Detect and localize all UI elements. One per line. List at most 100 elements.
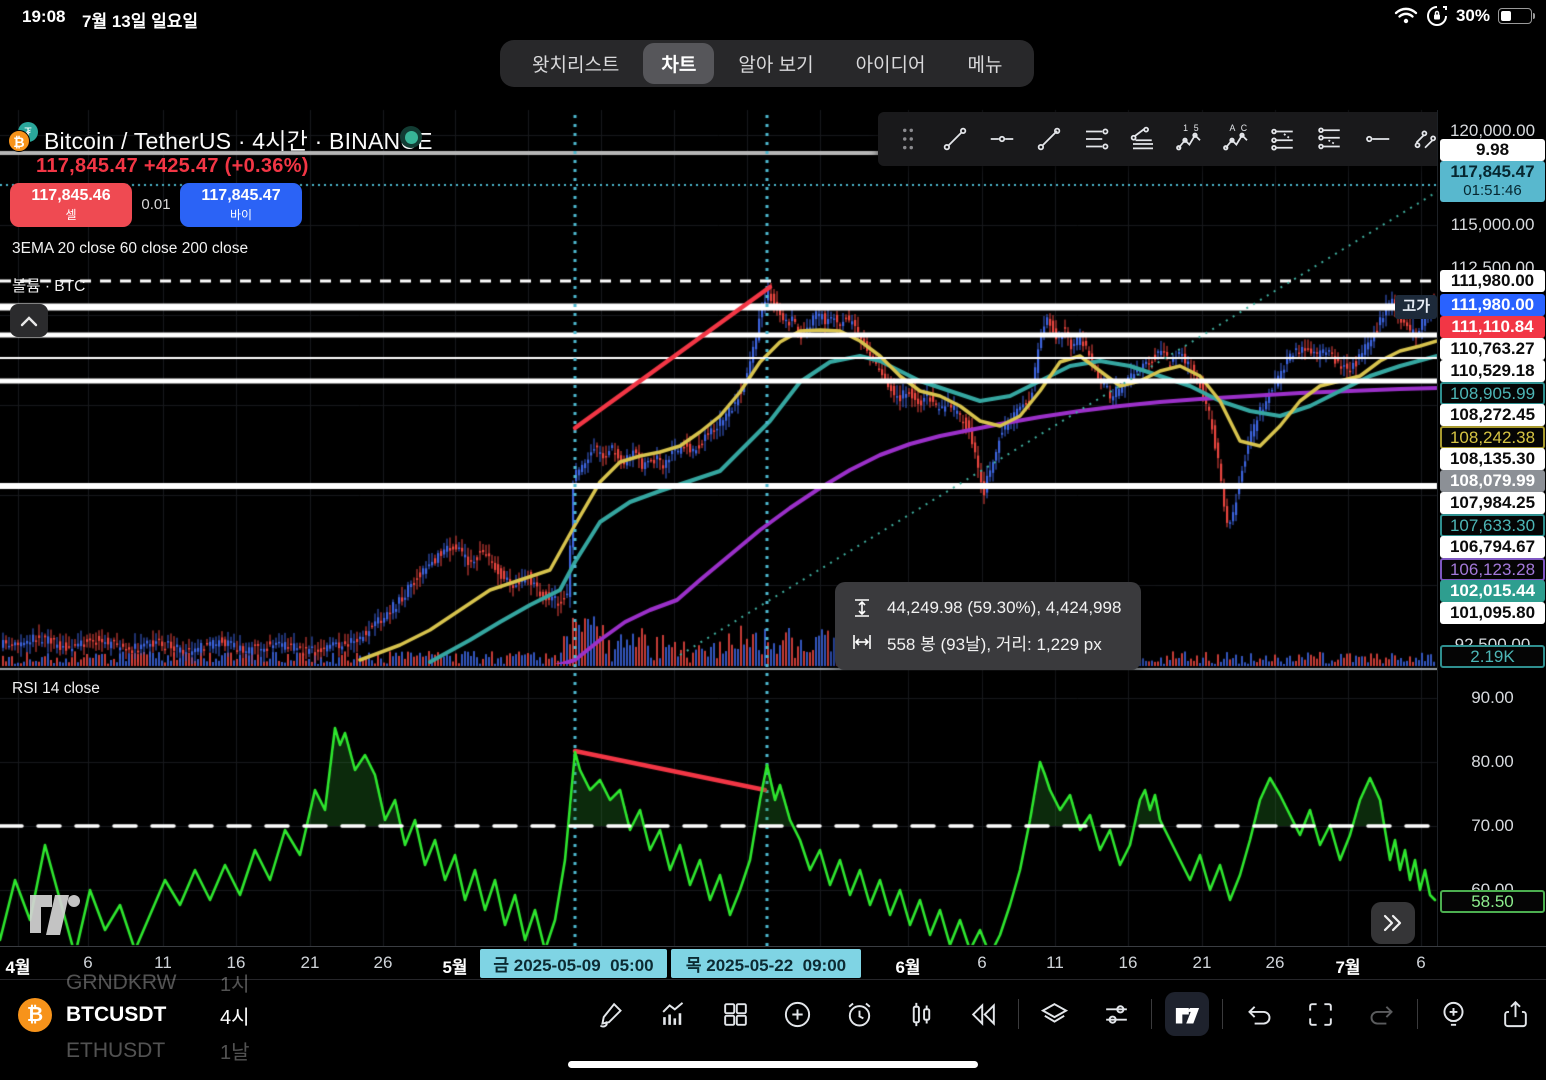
toolbar-divider — [1417, 999, 1418, 1029]
add-icon[interactable] — [766, 992, 828, 1036]
trend-line-icon[interactable] — [931, 116, 978, 162]
undo-icon[interactable] — [1227, 992, 1289, 1036]
measure-date-badge: 금 2025-05-09 05:00 — [480, 949, 667, 978]
time-tick: 6 — [1416, 953, 1426, 972]
buy-button[interactable]: 117,845.47 바이 — [180, 183, 302, 227]
axis-price-badge: 110,529.18 — [1440, 360, 1545, 382]
toolbar-divider — [1222, 999, 1223, 1029]
horizontal-line-icon[interactable] — [978, 116, 1025, 162]
objects-icon[interactable] — [1023, 992, 1085, 1036]
time-tick: 21 — [300, 953, 320, 972]
measure-price-range: 44,249.98 (59.30%), 4,424,998 — [887, 598, 1122, 618]
elliott-correction-wave-icon[interactable] — [1213, 116, 1260, 162]
nav-tab-4[interactable]: 아이디어 — [855, 55, 926, 76]
measure-date-badge: 목 2025-05-22 09:00 — [671, 949, 861, 978]
volume-indicator-label[interactable]: 볼륨 · BTC — [12, 278, 86, 295]
current-symbol: BTCUSDT — [66, 1003, 167, 1026]
bitcoin-icon: ₿ — [8, 130, 30, 152]
idea-icon[interactable] — [1422, 992, 1484, 1036]
axis-tick: 80.00 — [1471, 752, 1514, 771]
status-bar: 19:08 7월 13일 일요일 30% — [0, 0, 1546, 32]
time-tick: 11 — [154, 953, 172, 972]
drawing-toolbar — [878, 112, 1506, 166]
symbol-title[interactable]: Bitcoin / TetherUS · 4시간 · BINANCE — [44, 128, 433, 154]
axis-price-badge: 111,980.00 고가 — [1395, 294, 1545, 319]
disjoint-channel-icon[interactable] — [1307, 116, 1354, 162]
collapse-panel-button[interactable] — [10, 304, 48, 337]
wifi-icon — [1394, 7, 1418, 24]
alert-icon[interactable] — [828, 992, 890, 1036]
fullscreen-icon[interactable] — [1289, 992, 1351, 1036]
tradingview-logo[interactable] — [1156, 992, 1218, 1036]
price-axis[interactable]: 120,000.00 9.98 117,845.47 01:51:46 115,000.… — [1395, 110, 1546, 946]
go-to-realtime-button[interactable] — [1371, 902, 1415, 944]
bar-type-icon[interactable] — [890, 992, 952, 1036]
axis-price-badge: 110,763.27 — [1440, 338, 1545, 360]
axis-price-badge: 117,845.47 01:51:46 — [1440, 161, 1545, 202]
redo-icon[interactable] — [1351, 992, 1413, 1036]
time-tick: 16 — [226, 953, 246, 972]
fib-channel-icon[interactable] — [1119, 116, 1166, 162]
settings-icon[interactable] — [1085, 992, 1147, 1036]
nav-tab-1[interactable]: 왓치리스트 — [532, 55, 620, 76]
axis-price-badge: 107,633.30 — [1440, 514, 1545, 537]
symbol-picker-above[interactable]: GRNDKRW 1시 — [66, 970, 250, 997]
symbol-picker-below[interactable]: ETHUSDT 1날 — [66, 1038, 250, 1065]
axis-price-badge: 101,095.80 — [1440, 602, 1545, 624]
axis-price-badge: 102,015.44 — [1440, 580, 1545, 602]
time-tick: 26 — [1265, 953, 1285, 972]
battery-icon — [1498, 8, 1535, 24]
axis-price-badge: 107,984.25 — [1440, 492, 1545, 514]
vertical-measure-icon — [855, 599, 869, 618]
time-axis[interactable]: 4월 6 11 16 21 26 5월 6월 6 11 16 21 26 7월 6 금 2025-05-09 … — [0, 946, 1546, 980]
symbol-picker-current[interactable]: ₿ BTCUSDT 4시 — [18, 998, 250, 1032]
replay-icon[interactable] — [952, 992, 1014, 1036]
time-tick: 6 — [977, 953, 987, 972]
horizontal-ray-icon[interactable] — [1354, 116, 1401, 162]
time-tick: 21 — [1192, 953, 1212, 972]
indicators-icon[interactable] — [642, 992, 704, 1036]
axis-tick: 90.00 — [1471, 688, 1514, 707]
price-change-readout: 117,845.47 +425.47 (+0.36%) — [36, 155, 309, 177]
horizontal-measure-icon — [853, 635, 871, 650]
toolbar-drag-handle-icon[interactable] — [884, 116, 931, 162]
high-price-chip: 고가 — [1395, 295, 1437, 319]
time-tick: 7월 — [1335, 958, 1361, 977]
elliott-impulse-wave-icon[interactable] — [1166, 116, 1213, 162]
spread-value: 0.01 — [141, 196, 171, 213]
battery-percent: 30% — [1455, 6, 1490, 25]
time-tick: 4월 — [5, 958, 31, 977]
axis-price-badge: 108,079.99 — [1440, 470, 1545, 492]
axis-price-badge: 108,272.45 — [1440, 404, 1545, 426]
home-indicator[interactable] — [568, 1061, 978, 1068]
nav-tab-3[interactable]: 알아 보기 — [738, 55, 814, 76]
axis-price-badge: 108,135.30 — [1440, 448, 1545, 470]
time-tick: 16 — [1118, 953, 1138, 972]
share-icon[interactable] — [1484, 992, 1546, 1036]
fib-retracement-icon[interactable] — [1072, 116, 1119, 162]
parallel-lines-icon[interactable] — [1260, 116, 1307, 162]
bottom-icon-row — [580, 992, 1546, 1036]
pair-icon: ₮ ₿ — [8, 122, 38, 152]
time-tick: 6월 — [895, 958, 921, 977]
clock: 19:08 — [22, 7, 66, 26]
axis-price-badge: 108,242.38 — [1440, 426, 1545, 449]
market-status-dot[interactable] — [400, 126, 422, 148]
axis-price-badge: 111,110.84 — [1440, 316, 1545, 338]
ray-icon[interactable] — [1025, 116, 1072, 162]
sell-button[interactable]: 117,845.46 셀 — [10, 183, 132, 227]
btc-coin-icon: ₿ — [18, 998, 52, 1032]
nav-tab-2[interactable]: 차트 — [643, 43, 715, 84]
axis-price-badge: 58.50 — [1440, 890, 1545, 913]
ema-indicator-label[interactable]: 3EMA 20 close 60 close 200 close — [12, 240, 249, 257]
time-tick: 11 — [1046, 953, 1064, 972]
nav-tab-5[interactable]: 메뉴 — [967, 55, 1003, 76]
layouts-icon[interactable] — [704, 992, 766, 1036]
axis-tick: 115,000.00 — [1450, 215, 1535, 234]
current-interval: 4시 — [220, 1006, 250, 1029]
draw-icon[interactable] — [580, 992, 642, 1036]
axis-price-badge: 106,123.28 — [1440, 558, 1545, 581]
axis-price-badge: 111,980.00 — [1440, 270, 1545, 292]
rsi-indicator-label[interactable]: RSI 14 close — [12, 680, 100, 697]
